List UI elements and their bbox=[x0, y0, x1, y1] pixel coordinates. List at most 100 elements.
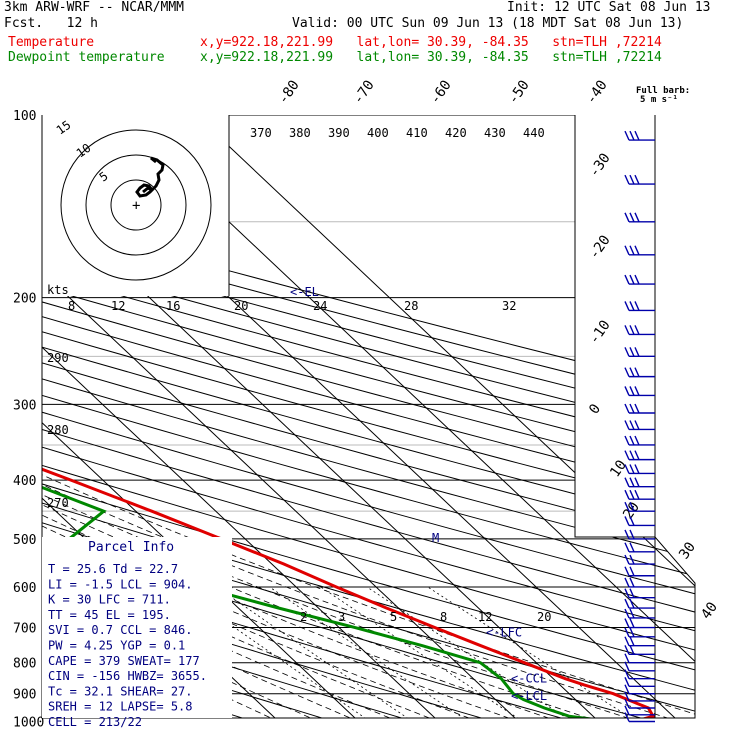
dry-adiabat-line bbox=[42, 127, 458, 718]
wind-barb bbox=[624, 588, 655, 599]
wind-barb bbox=[624, 489, 655, 500]
pressure-tick-label: 500 bbox=[13, 533, 36, 548]
hodograph-ring bbox=[85, 154, 187, 256]
mixing-ratio-label: 2 bbox=[300, 610, 307, 624]
hodograph-trace bbox=[135, 156, 165, 198]
wind-barb bbox=[624, 705, 655, 716]
wind-barb bbox=[624, 669, 655, 680]
wind-barb bbox=[624, 598, 655, 609]
wind-legend-line1: Full barb: bbox=[636, 86, 690, 96]
hodograph-ring-label: 10 bbox=[74, 141, 94, 161]
moist-adiabat-line bbox=[42, 297, 639, 718]
moist-adiabat-line bbox=[42, 297, 695, 718]
parcel-info-row: PW = 4.25 YGP = 0.1 bbox=[48, 639, 185, 653]
mixing-ratio-label: 8 bbox=[440, 610, 447, 624]
pressure-tick-label: 800 bbox=[13, 657, 36, 672]
isotherm-label: -60 bbox=[427, 77, 455, 107]
dry-adiabat-label: 280 bbox=[47, 423, 69, 437]
dewpoint-location-info: x,y=922.18,221.99 lat,lon= 30.39, -84.35… bbox=[200, 50, 662, 65]
isotherm-label: -20 bbox=[586, 232, 614, 262]
wind-barb bbox=[624, 554, 655, 565]
isotherm-label: 40 bbox=[698, 599, 721, 622]
wind-barb bbox=[624, 325, 655, 336]
hodograph-speed-label: 16 bbox=[166, 299, 180, 313]
wind-barb bbox=[624, 698, 655, 709]
mixing-ratio-line bbox=[269, 586, 469, 718]
wind-barb bbox=[624, 645, 655, 656]
wind-barb bbox=[624, 435, 655, 446]
wind-barb bbox=[624, 577, 655, 588]
dry-adiabat-line bbox=[42, 127, 695, 718]
parcel-info-row: SREH = 12 LAPSE= 5.8 bbox=[48, 700, 193, 714]
isotherm-label: -80 bbox=[275, 77, 303, 107]
wind-barb bbox=[624, 464, 655, 475]
wind-barb bbox=[624, 712, 655, 723]
pressure-tick-label: 1000 bbox=[13, 716, 44, 731]
temperature-legend-label: Temperature bbox=[8, 35, 95, 50]
wind-barb bbox=[624, 542, 655, 553]
wind-barb bbox=[624, 618, 655, 629]
wind-barb bbox=[624, 501, 655, 512]
theta-label: 430 bbox=[484, 126, 506, 140]
marker-m: M bbox=[432, 531, 439, 545]
pressure-tick-label: 400 bbox=[13, 474, 36, 489]
mixing-ratio-label: 3 bbox=[338, 610, 345, 624]
hodograph-speed-label: 20 bbox=[234, 299, 248, 313]
parcel-info-row: SVI = 0.7 CCL = 846. bbox=[48, 623, 193, 637]
ccl-marker: <-CCL bbox=[511, 671, 547, 685]
theta-label: 370 bbox=[250, 126, 272, 140]
dry-adiabat-line bbox=[42, 127, 695, 718]
wind-barb bbox=[624, 420, 655, 431]
wind-barb bbox=[624, 661, 655, 672]
wind-barb bbox=[624, 274, 655, 285]
hodograph-speed-label: 32 bbox=[502, 299, 516, 313]
dry-adiabat-line bbox=[42, 127, 695, 718]
mixing-ratio-label: 12 bbox=[478, 610, 492, 624]
lcl-marker: <-LCL bbox=[511, 689, 547, 703]
dry-adiabat-line bbox=[42, 127, 695, 718]
pressure-tick-label: 200 bbox=[13, 292, 36, 307]
wind-barb bbox=[624, 130, 655, 141]
parcel-info-row: TT = 45 EL = 195. bbox=[48, 608, 171, 622]
pressure-tick-label: 300 bbox=[13, 398, 36, 413]
el-marker: <-EL bbox=[290, 285, 319, 299]
wind-barb bbox=[624, 608, 655, 619]
wind-barb bbox=[624, 386, 655, 397]
isotherm-label: -70 bbox=[350, 77, 378, 107]
wind-barb bbox=[624, 684, 655, 695]
hodograph-unit-label: kts bbox=[47, 283, 69, 297]
isotherm-line bbox=[195, 115, 695, 718]
dewpoint-legend-label: Dewpoint temperature bbox=[8, 50, 165, 65]
wind-barb bbox=[624, 212, 655, 223]
parcel-info-row: CELL = 213/22 bbox=[48, 715, 142, 729]
wind-barb bbox=[624, 403, 655, 414]
temperature-location-info: x,y=922.18,221.99 lat,lon= 30.39, -84.35… bbox=[200, 35, 662, 50]
dry-adiabat-line bbox=[42, 127, 695, 718]
wind-barb bbox=[624, 691, 655, 702]
wind-barb bbox=[624, 174, 655, 185]
forecast-hour: Fcst. 12 h bbox=[4, 16, 98, 31]
hodograph-speed-label: 24 bbox=[313, 299, 327, 313]
wind-barb bbox=[624, 529, 655, 540]
isotherm-label: 10 bbox=[607, 457, 630, 480]
parcel-info-row: T = 25.6 Td = 22.7 bbox=[48, 562, 178, 576]
init-time: Init: 12 UTC Sat 08 Jun 13 bbox=[507, 0, 711, 15]
hodograph-speed-label: 12 bbox=[111, 299, 125, 313]
wind-barb bbox=[624, 653, 655, 664]
pressure-tick-label: 900 bbox=[13, 688, 36, 703]
dry-adiabat-label: 270 bbox=[47, 496, 69, 510]
hodograph-background bbox=[42, 115, 229, 296]
valid-time: Valid: 00 UTC Sun 09 Jun 13 (18 MDT Sat … bbox=[292, 16, 684, 31]
wind-barb bbox=[624, 677, 655, 688]
hodograph-ring bbox=[60, 129, 212, 281]
hodograph-speed-label: 28 bbox=[404, 299, 418, 313]
dry-adiabat-label: 290 bbox=[47, 351, 69, 365]
dry-adiabat-line bbox=[42, 127, 695, 718]
isotherm-line bbox=[42, 115, 520, 718]
isotherm-label: -50 bbox=[505, 77, 533, 107]
hodograph-ring bbox=[110, 179, 162, 231]
pressure-tick-label: 600 bbox=[13, 581, 36, 596]
wind-barb bbox=[624, 450, 655, 461]
